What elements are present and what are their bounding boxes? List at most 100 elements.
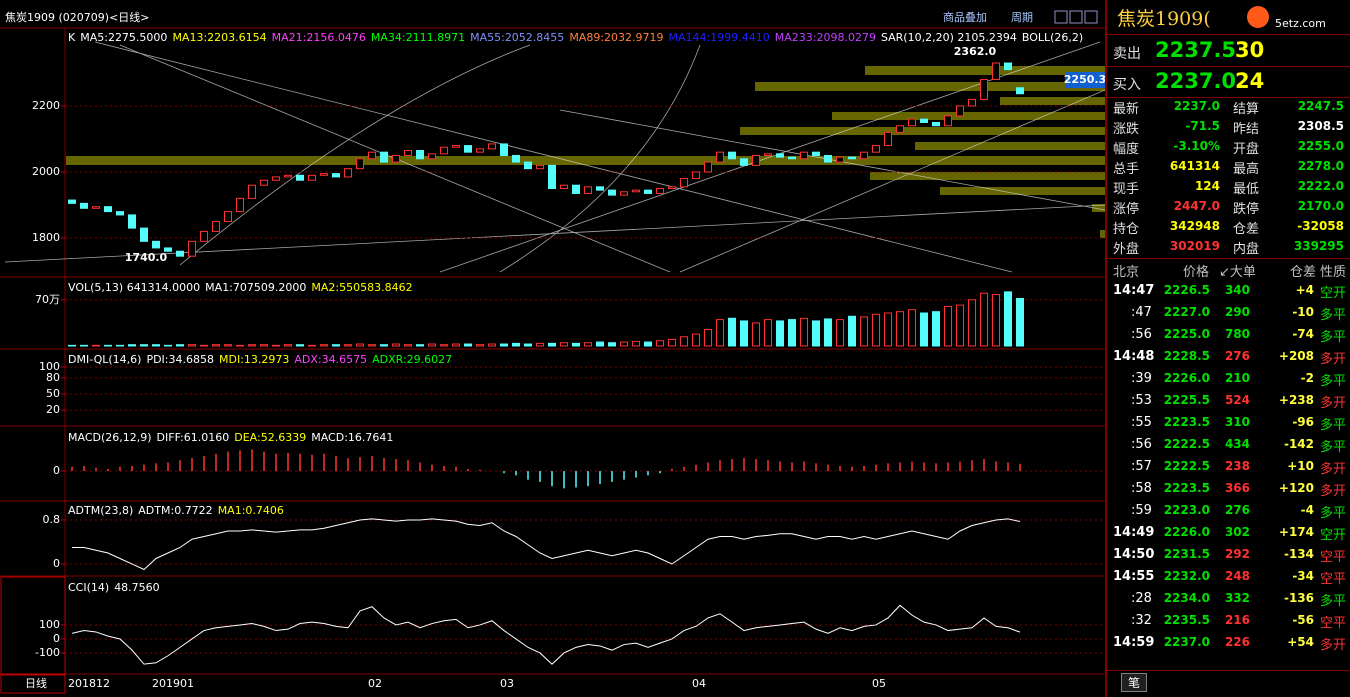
stat-value: 342948: [1169, 219, 1220, 233]
candle: [968, 98, 976, 107]
y-tick-label: 2000: [32, 165, 60, 178]
candle: [428, 153, 436, 160]
trade-volume: 780: [1224, 327, 1250, 341]
stat-label: 涨停: [1113, 202, 1140, 217]
legend-item: BOLL(26,2): [1022, 31, 1083, 44]
trade-time: :58: [1131, 481, 1152, 496]
legend-item: MDI:13.2973: [219, 353, 289, 366]
icon-button[interactable]: [1054, 10, 1068, 24]
overlay-button[interactable]: 商品叠加: [943, 10, 987, 24]
candle: [200, 230, 208, 242]
volume-bar: [500, 343, 508, 347]
trade-change: +4: [1295, 283, 1314, 297]
candle: [788, 156, 796, 160]
trade-change: -56: [1292, 613, 1314, 627]
candle: [164, 247, 172, 252]
volume-bar: [260, 344, 268, 347]
volume-bar: [308, 344, 316, 347]
y-tick-label: 2200: [32, 99, 60, 112]
volume-bar: [680, 336, 688, 347]
stat-label: 内盘: [1233, 242, 1260, 257]
candle: [344, 168, 352, 178]
icon-button[interactable]: [1084, 10, 1098, 24]
volume-bar: [524, 343, 532, 347]
candle: [548, 164, 556, 189]
volume-bar: [320, 344, 328, 347]
trade-price: 2226.5: [1163, 283, 1210, 297]
trade-volume: 248: [1224, 569, 1250, 583]
y-tick-label: 0: [53, 632, 60, 645]
volume-bar: [740, 320, 748, 347]
y-tick-label: 0: [53, 464, 60, 477]
gann-line: [559, 109, 1105, 211]
candle: [68, 199, 76, 204]
volume-bar: [968, 299, 976, 347]
trade-kind: 空平: [1319, 616, 1346, 631]
trade-volume: 366: [1224, 481, 1250, 495]
trade-change: -134: [1283, 547, 1314, 561]
volume-bar: [668, 338, 676, 347]
candle: [872, 145, 880, 153]
volume-bar: [476, 344, 484, 347]
volume-bar: [224, 344, 232, 347]
candle: [860, 151, 868, 160]
volume-bar: [392, 343, 400, 347]
candle: [704, 161, 712, 173]
candle: [392, 154, 400, 163]
candle: [380, 151, 388, 163]
legend-item: MA5:2275.5000: [80, 31, 167, 44]
volume-bar: [488, 343, 496, 347]
candle: [248, 184, 256, 199]
trade-kind: 多开: [1319, 396, 1346, 411]
sep: [1107, 97, 1350, 98]
trade-change: -96: [1292, 415, 1314, 429]
detail-tab: 笔: [1121, 673, 1148, 692]
trade-volume: 276: [1224, 503, 1250, 517]
candle: [728, 151, 736, 160]
indicator-legend: DMI-QL(14,6) PDI:34.6858 MDI:13.2973 ADX:34…: [68, 353, 452, 366]
y-tick-label: 100: [39, 360, 60, 373]
legend-item: K: [68, 31, 76, 44]
trade-kind: 多平: [1319, 594, 1346, 609]
trade-change: +120: [1278, 481, 1314, 495]
volume-bar: [956, 304, 964, 347]
trade-kind: 多平: [1319, 440, 1346, 455]
trade-change: +10: [1287, 459, 1314, 473]
volume-bar: [692, 333, 700, 347]
stat-value: 2222.0: [1297, 179, 1344, 193]
candle: [656, 187, 664, 194]
stat-label: 现手: [1113, 182, 1140, 197]
trade-header: 价格: [1182, 265, 1209, 280]
gann-arc: [499, 44, 701, 273]
trade-time: :57: [1131, 459, 1152, 474]
volume-bar: [452, 343, 460, 347]
trade-price: 2223.0: [1163, 503, 1210, 517]
candle: [104, 206, 112, 213]
stat-value: 302019: [1169, 239, 1220, 253]
volume-profile: [66, 66, 1105, 238]
x-tick-label: 201812: [68, 677, 110, 690]
candle: [944, 115, 952, 127]
icon-button[interactable]: [1069, 10, 1083, 24]
volume-bar: [104, 344, 112, 347]
y-tick-label: 70万: [35, 293, 60, 306]
candle: [740, 158, 748, 166]
trade-change: -136: [1283, 591, 1314, 605]
trade-price: 2226.0: [1163, 525, 1210, 539]
trade-volume: 210: [1224, 371, 1250, 385]
y-tick-label: 1800: [32, 231, 60, 244]
candle: [536, 164, 544, 170]
volume-bar: [596, 341, 604, 347]
candle: [152, 240, 160, 249]
legend-item: MA89:2032.9719: [569, 31, 663, 44]
volume-bar: [548, 342, 556, 347]
period-tab[interactable]: [0, 674, 66, 694]
period-button[interactable]: 周期: [1011, 11, 1033, 24]
trade-price: 2232.0: [1163, 569, 1210, 583]
trade-price: 2235.5: [1163, 613, 1210, 627]
candle: [584, 186, 592, 194]
y-tick-label: 20: [46, 403, 60, 416]
sep: [1107, 34, 1350, 35]
